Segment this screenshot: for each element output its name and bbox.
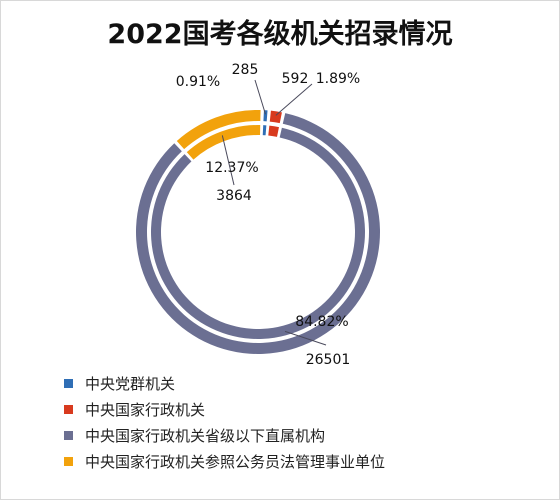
- leader-line: [275, 83, 313, 116]
- donut-slice: [186, 125, 261, 160]
- donut-slice: [262, 125, 267, 136]
- donut-rings: [136, 110, 380, 354]
- legend-item: 中央国家行政机关省级以下直属机构: [64, 422, 385, 448]
- legend-item: 中央国家行政机关参照公务员法管理事业单位: [64, 448, 385, 474]
- legend-item: 中央国家行政机关: [64, 396, 385, 422]
- data-label: 26501: [306, 352, 351, 368]
- data-label: 285: [232, 62, 259, 78]
- leader-line: [254, 79, 266, 115]
- legend-label: 中央国家行政机关省级以下直属机构: [85, 426, 326, 445]
- data-label: 592: [282, 71, 309, 87]
- donut-slice: [263, 110, 268, 122]
- data-label: 0.91%: [176, 74, 220, 90]
- donut-slice: [269, 110, 282, 124]
- legend-swatch: [64, 456, 73, 466]
- chart-title: 2022国考各级机关招录情况: [107, 19, 453, 50]
- leader-line: [221, 135, 235, 186]
- data-label: 1.89%: [316, 71, 360, 87]
- label-leader-lines: [221, 79, 327, 346]
- data-labels: 0.91% 285 1.89% 592 84.82% 26501 12.37% 3864: [176, 62, 360, 368]
- data-label: 12.37%: [205, 160, 258, 176]
- legend-swatch: [64, 378, 73, 388]
- data-label: 84.82%: [295, 314, 348, 330]
- legend-swatch: [64, 404, 73, 414]
- leader-line: [284, 330, 327, 346]
- legend-label: 中央国家行政机关参照公务员法管理事业单位: [85, 452, 386, 471]
- legend-label: 中央国家行政机关: [85, 400, 206, 419]
- legend-swatch: [64, 430, 73, 440]
- legend: 中央党群机关 中央国家行政机关 中央国家行政机关省级以下直属机构 中央国家行政机…: [64, 370, 385, 474]
- legend-item: 中央党群机关: [64, 370, 385, 396]
- donut-slice: [176, 110, 261, 150]
- data-label: 3864: [216, 188, 252, 204]
- donut-slice: [268, 125, 279, 137]
- legend-label: 中央党群机关: [85, 374, 176, 393]
